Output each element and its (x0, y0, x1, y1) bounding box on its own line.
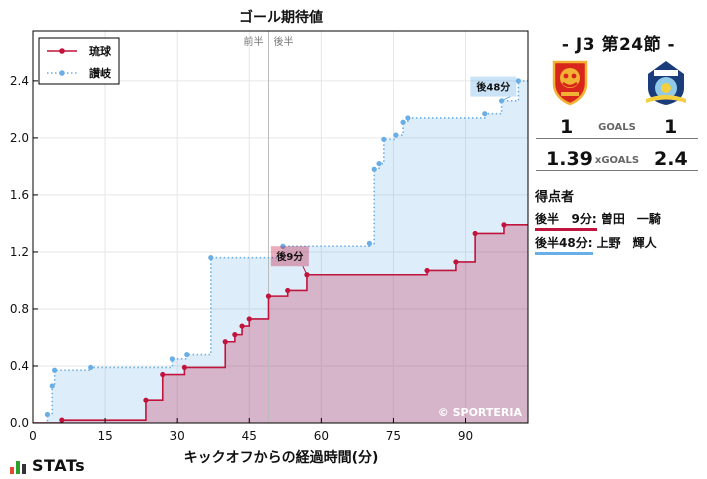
legend-box (38, 37, 120, 85)
series-point-1 (400, 119, 406, 125)
x-axis-label: キックオフからの経過時間(分) (184, 449, 379, 466)
series-point-1 (405, 115, 411, 121)
y-tick-label: 1.2 (10, 245, 29, 259)
watermark: © SPORTERIA (438, 406, 523, 419)
away-scorer: 後半48分: 上野 輝人 (535, 234, 657, 255)
series-point-0 (232, 332, 238, 338)
series-point-0 (424, 267, 430, 274)
series-point-1 (280, 243, 286, 249)
y-tick-label: 0.8 (10, 302, 29, 316)
series-point-0 (501, 222, 507, 228)
series-point-1 (381, 136, 387, 142)
legend-label-1: 讃岐 (89, 66, 112, 80)
series-point-1 (184, 351, 190, 358)
series-point-1 (515, 78, 521, 84)
series-point-1 (371, 166, 377, 172)
away-scorer-name: 上野 輝人 (592, 236, 657, 250)
series-point-0 (59, 417, 65, 423)
match-panel: - J3 第24節 - 1 GOALS 1 1.39 xGOALS 2.4 得点… (530, 0, 707, 479)
series-point-0 (265, 293, 272, 299)
series-point-1 (376, 160, 382, 167)
away-goals: 1 (664, 116, 678, 138)
second-half-label: 後半 (273, 35, 293, 48)
annotation-label: 後9分 (276, 250, 303, 263)
series-line-1 (33, 80, 528, 423)
home-team-crest-icon (552, 60, 588, 106)
annotation-leader (501, 96, 511, 102)
home-scorer: 後半 9分: 曽田 一騎 (535, 210, 661, 231)
series-point-0 (222, 339, 228, 345)
annotation-leader (302, 266, 308, 275)
x-tick-label: 45 (242, 429, 257, 443)
x-tick-label: 15 (97, 429, 112, 443)
scorers-title: 得点者 (535, 190, 575, 205)
y-tick-label: 0.4 (10, 359, 29, 373)
series-point-0 (472, 230, 478, 237)
series-point-1 (49, 383, 55, 389)
stats-logo-text: STATs (32, 456, 86, 475)
x-tick-label: 30 (170, 429, 185, 443)
series-point-0 (285, 287, 291, 294)
series-point-1 (169, 356, 175, 362)
series-point-0 (239, 323, 245, 329)
series-fill-1 (33, 80, 528, 423)
goals-row: 1 GOALS 1 (536, 116, 698, 139)
series-point-1 (44, 411, 51, 418)
y-tick-label: 2.0 (10, 131, 29, 145)
y-tick-label: 2.4 (10, 74, 29, 88)
series-point-0 (181, 364, 187, 371)
plot-frame (32, 30, 529, 424)
home-scorer-name: 曽田 一騎 (596, 212, 661, 226)
x-tick-label: 0 (29, 429, 37, 443)
series-point-0 (246, 316, 252, 322)
series-point-0 (143, 397, 149, 403)
legend-label-0: 琉球 (89, 44, 112, 58)
series-point-1 (393, 132, 399, 138)
series-point-1 (482, 111, 488, 117)
chart-title: ゴール期待値 (239, 9, 323, 26)
xg-row: 1.39 xGOALS 2.4 (536, 146, 698, 171)
legend-marker-1 (59, 70, 65, 76)
away-scorer-time: 後半48分: (535, 234, 593, 255)
x-tick-label: 60 (314, 429, 329, 443)
x-tick-label: 90 (458, 429, 473, 443)
series-fill-0 (33, 224, 528, 423)
legend-marker-0 (59, 48, 65, 54)
series-layer (33, 31, 528, 423)
series-point-1 (208, 255, 214, 261)
series-point-1 (88, 364, 94, 371)
series-point-1 (366, 240, 373, 246)
xg-label: xGOALS (594, 155, 640, 166)
y-tick-label: 1.6 (10, 188, 29, 202)
x-tick-label: 75 (386, 429, 401, 443)
away-xg: 2.4 (654, 148, 688, 170)
away-team-crest-icon (646, 61, 686, 105)
series-point-0 (453, 259, 459, 265)
goals-label: GOALS (598, 122, 636, 133)
annotation-box (270, 246, 309, 267)
annotation-box (470, 76, 517, 97)
annotation-label: 後48分 (476, 81, 510, 94)
first-half-label: 前半 (243, 35, 263, 48)
home-xg: 1.39 (546, 148, 593, 170)
home-goals: 1 (560, 116, 574, 138)
series-point-1 (52, 367, 58, 373)
home-scorer-time: 後半 9分: (535, 210, 597, 231)
series-point-0 (160, 371, 166, 378)
match-title: - J3 第24節 - (561, 35, 676, 55)
y-tick-label: 0.0 (10, 416, 29, 430)
stats-bars-icon (10, 460, 26, 474)
